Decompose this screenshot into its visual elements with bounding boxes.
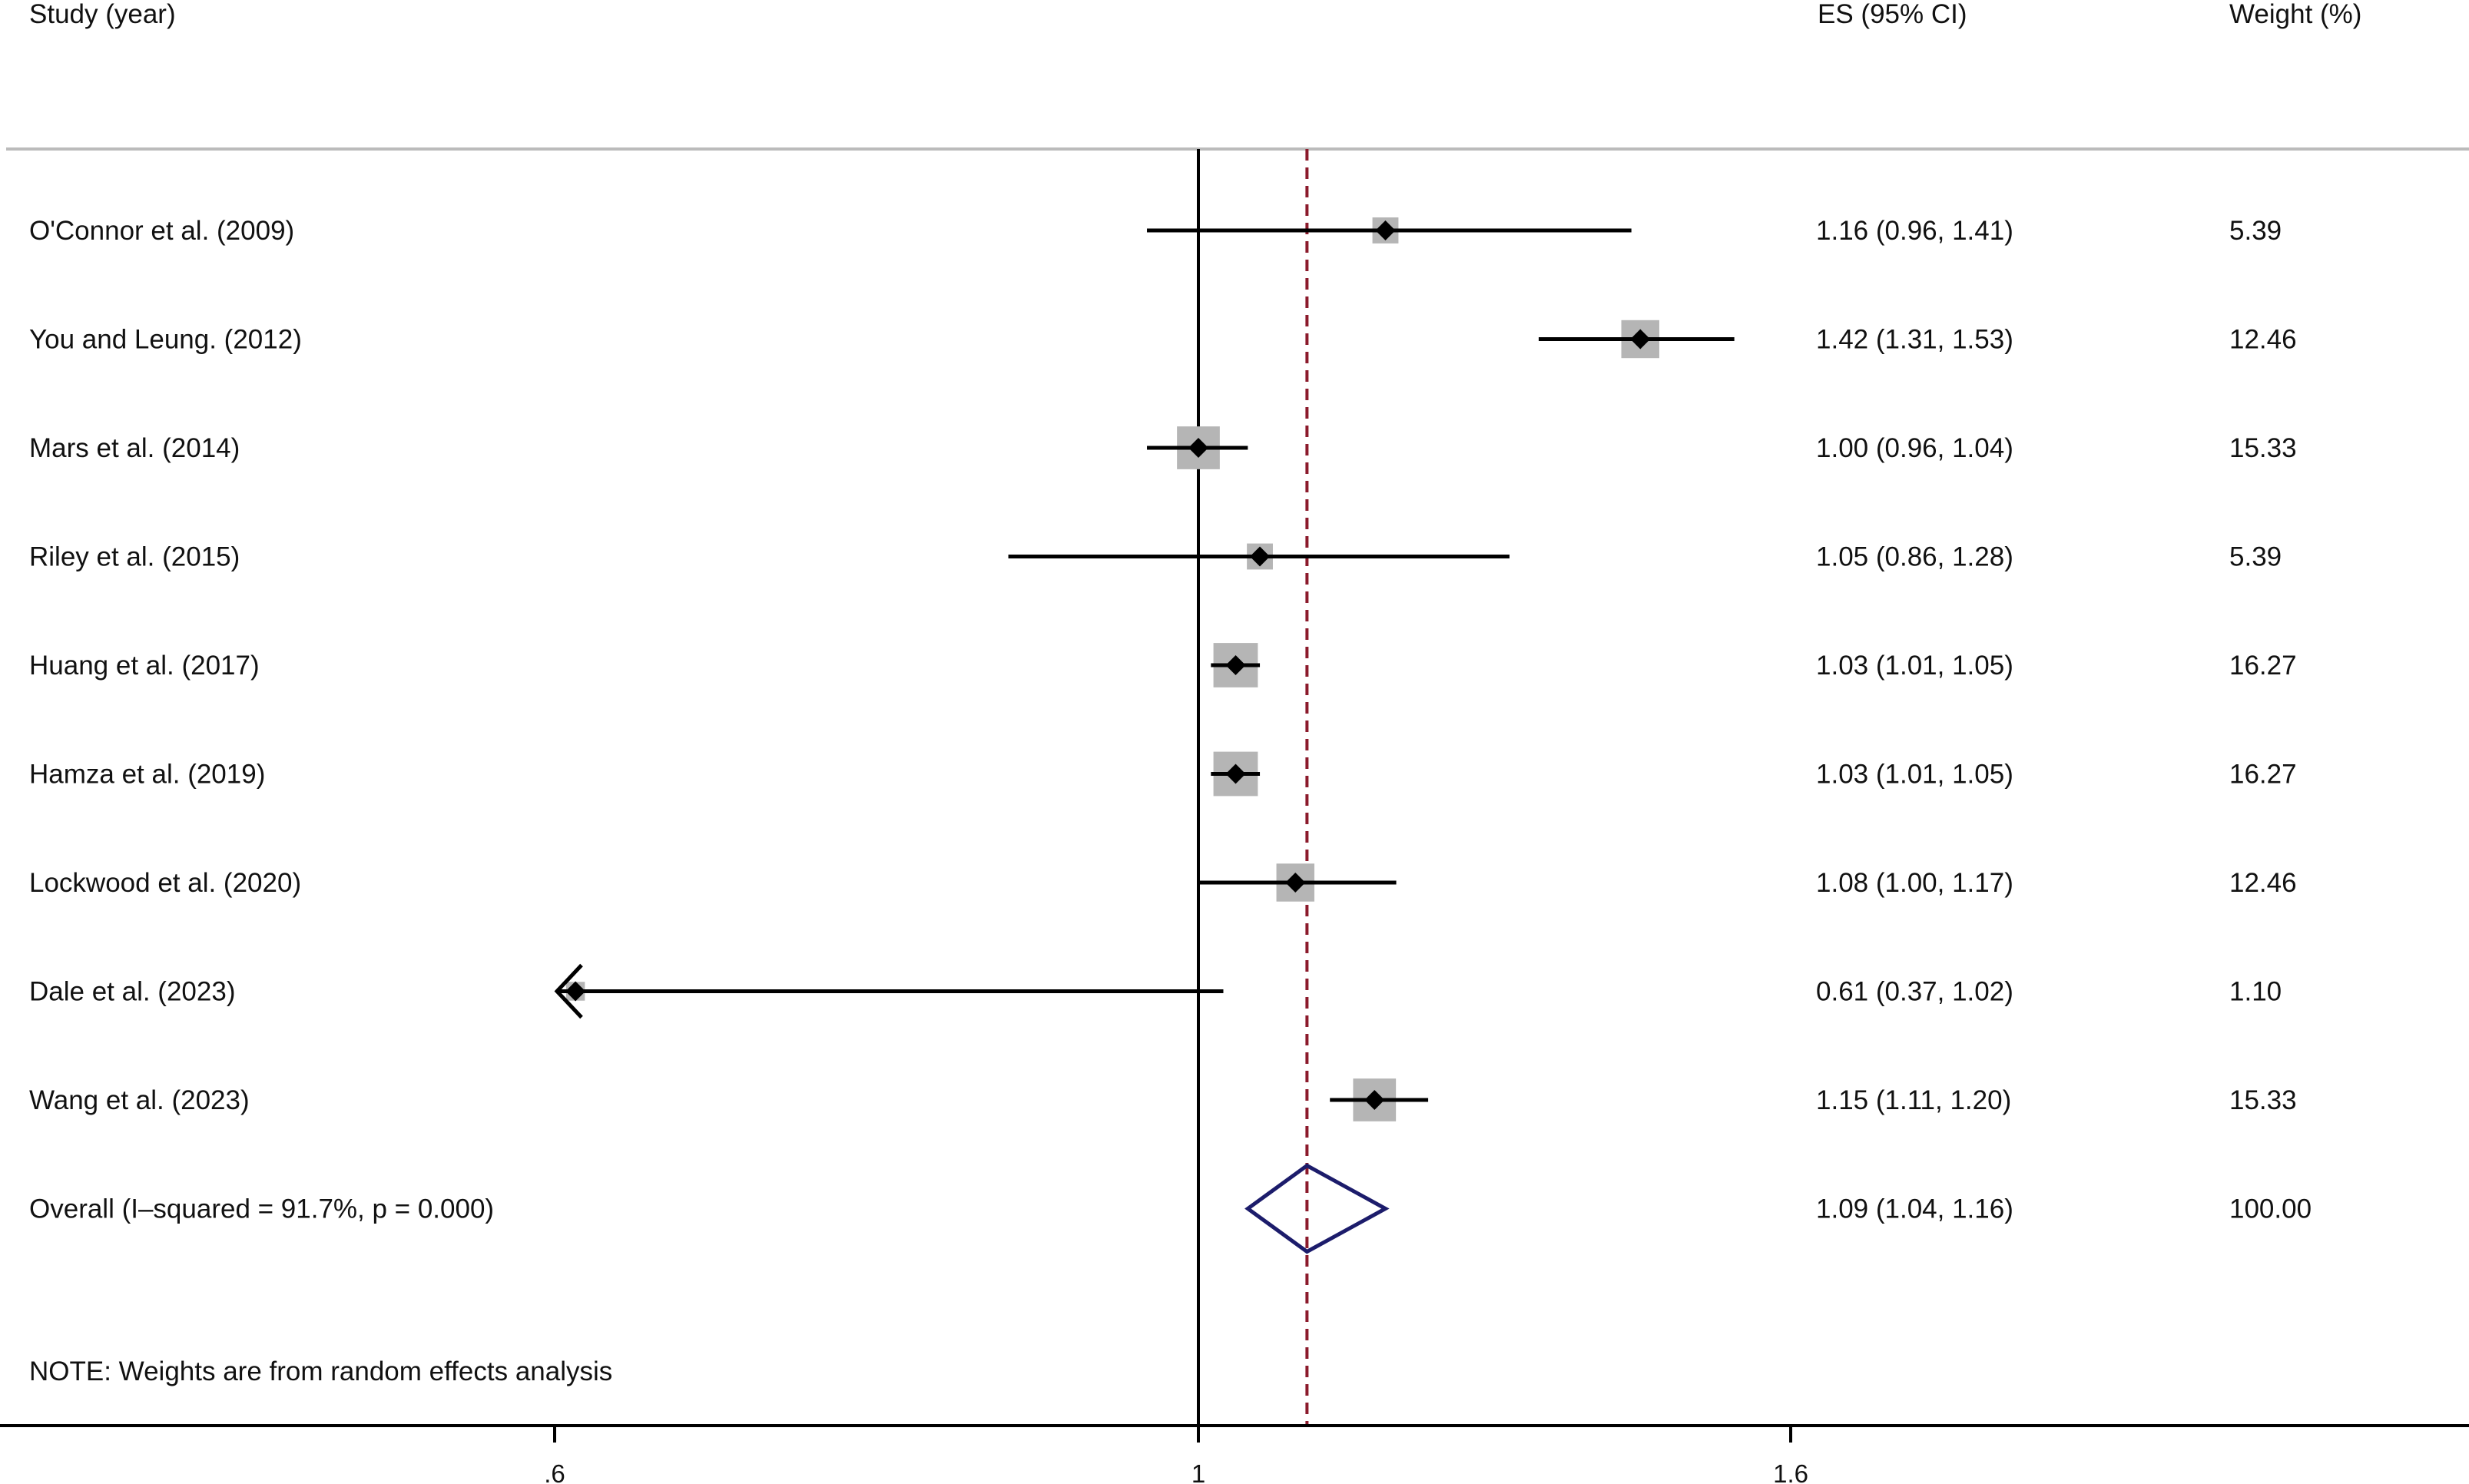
weight-text: 12.46	[2229, 325, 2297, 355]
point-estimate	[1250, 546, 1271, 567]
study-label: O'Connor et al. (2009)	[29, 216, 294, 246]
study-label: Mars et al. (2014)	[29, 433, 240, 463]
es-text: 1.03 (1.01, 1.05)	[1816, 760, 2013, 790]
study-label: Hamza et al. (2019)	[29, 760, 265, 790]
overall-weight-text: 100.00	[2229, 1194, 2312, 1224]
es-text: 1.42 (1.31, 1.53)	[1816, 325, 2013, 355]
study-row: O'Connor et al. (2009) 1.16 (0.96, 1.41) 5…	[29, 216, 2282, 246]
study-row: Wang et al. (2023) 1.15 (1.11, 1.20) 15.33	[29, 1078, 2297, 1121]
weight-text: 15.33	[2229, 433, 2297, 463]
study-row: You and Leung. (2012) 1.42 (1.31, 1.53) 12…	[29, 320, 2297, 359]
x-axis-ticks: .6 1 1.6	[544, 1426, 1808, 1484]
x-tick-label: 1.6	[1773, 1459, 1808, 1484]
es-text: 1.08 (1.00, 1.17)	[1816, 868, 2013, 898]
weight-text: 12.46	[2229, 868, 2297, 898]
footnote: NOTE: Weights are from random effects an…	[29, 1356, 612, 1386]
overall-diamond	[1244, 1163, 1390, 1254]
weight-text: 15.33	[2229, 1085, 2297, 1115]
header-es: ES (95% CI)	[1818, 0, 1967, 29]
es-text: 1.16 (0.96, 1.41)	[1816, 216, 2013, 246]
x-tick-label: 1	[1191, 1459, 1205, 1484]
es-text: 0.61 (0.37, 1.02)	[1816, 977, 2013, 1007]
es-text: 1.00 (0.96, 1.04)	[1816, 433, 2013, 463]
weight-text: 16.27	[2229, 651, 2297, 681]
point-estimate	[1630, 329, 1651, 349]
study-label: Huang et al. (2017)	[29, 651, 260, 681]
study-row: Dale et al. (2023) 0.61 (0.37, 1.02) 1.10	[29, 963, 2282, 1019]
overall-label: Overall (I–squared = 91.7%, p = 0.000)	[29, 1194, 494, 1224]
study-rows: O'Connor et al. (2009) 1.16 (0.96, 1.41) 5…	[29, 216, 2297, 1121]
point-estimate	[1225, 764, 1246, 784]
weight-text: 1.10	[2229, 977, 2282, 1007]
point-estimate	[1364, 1090, 1385, 1110]
study-row: Lockwood et al. (2020) 1.08 (1.00, 1.17) 1…	[29, 863, 2297, 902]
study-row: Hamza et al. (2019) 1.03 (1.01, 1.05) 16.2…	[29, 751, 2297, 797]
study-label: Dale et al. (2023)	[29, 977, 235, 1007]
study-label: Lockwood et al. (2020)	[29, 868, 301, 898]
header-weight: Weight (%)	[2229, 0, 2361, 29]
point-estimate	[1375, 220, 1396, 240]
study-row: Huang et al. (2017) 1.03 (1.01, 1.05) 16.2…	[29, 643, 2297, 687]
es-text: 1.05 (0.86, 1.28)	[1816, 542, 2013, 572]
x-tick-label: .6	[544, 1459, 565, 1484]
overall-es-text: 1.09 (1.04, 1.16)	[1816, 1194, 2013, 1224]
weight-text: 5.39	[2229, 216, 2282, 246]
es-text: 1.15 (1.11, 1.20)	[1816, 1085, 2011, 1115]
header-study: Study (year)	[29, 0, 176, 29]
study-row: Mars et al. (2014) 1.00 (0.96, 1.04) 15.33	[29, 426, 2297, 469]
study-label: You and Leung. (2012)	[29, 325, 302, 355]
study-label: Wang et al. (2023)	[29, 1085, 250, 1115]
ci-arrow	[554, 963, 583, 1019]
point-estimate	[1188, 438, 1208, 458]
overall-row: Overall (I–squared = 91.7%, p = 0.000) 1…	[29, 1163, 2312, 1254]
es-text: 1.03 (1.01, 1.05)	[1816, 651, 2013, 681]
point-estimate	[1225, 655, 1246, 675]
weight-text: 5.39	[2229, 542, 2282, 572]
study-row: Riley et al. (2015) 1.05 (0.86, 1.28) 5.39	[29, 542, 2282, 572]
point-estimate	[565, 981, 586, 1002]
study-label: Riley et al. (2015)	[29, 542, 240, 572]
weight-text: 16.27	[2229, 760, 2297, 790]
point-estimate	[1285, 873, 1306, 893]
